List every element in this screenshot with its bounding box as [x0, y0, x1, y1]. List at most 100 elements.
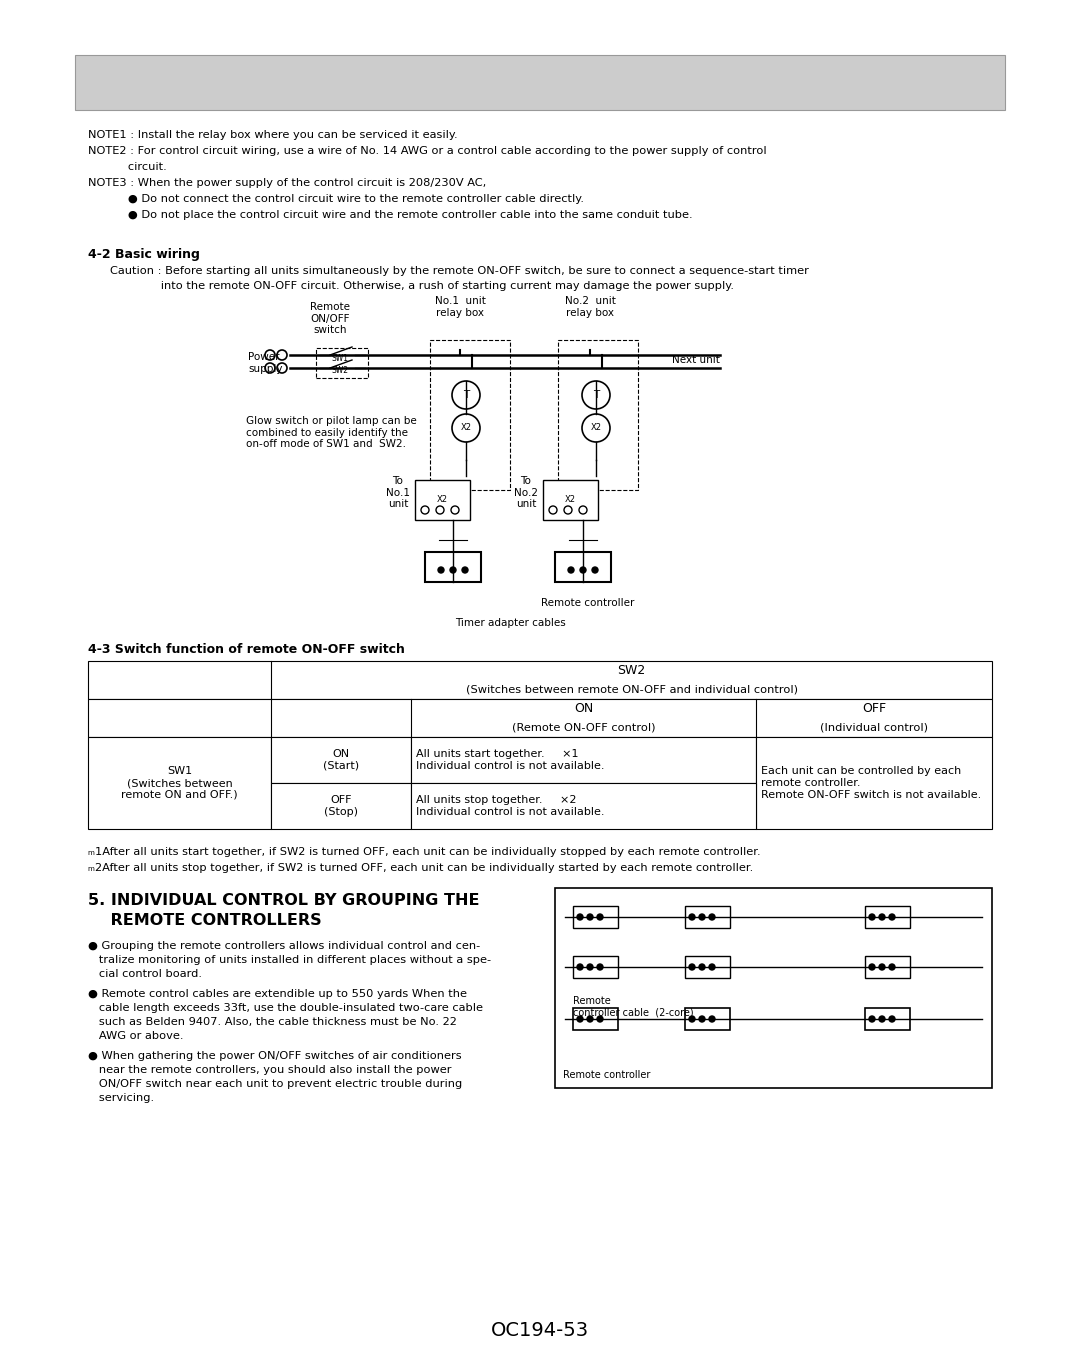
- Bar: [865, 906, 910, 928]
- Text: tralize monitoring of units installed in different places without a spe-: tralize monitoring of units installed in…: [87, 955, 491, 964]
- Circle shape: [588, 964, 593, 970]
- Text: ● Remote control cables are extendible up to 550 yards When the: ● Remote control cables are extendible u…: [87, 989, 467, 998]
- Text: No.1  unit
relay box: No.1 unit relay box: [434, 296, 485, 318]
- Text: All units start together.     ×1
Individual control is not available.: All units start together. ×1 Individual …: [416, 749, 605, 771]
- Text: near the remote controllers, you should also install the power: near the remote controllers, you should …: [87, 1065, 451, 1075]
- Text: Remote
ON/OFF
switch: Remote ON/OFF switch: [310, 301, 350, 336]
- Bar: [865, 956, 910, 978]
- Circle shape: [462, 567, 468, 573]
- Text: Each unit can be controlled by each
remote controller.
Remote ON-OFF switch is n: Each unit can be controlled by each remo…: [761, 767, 982, 799]
- Circle shape: [450, 567, 456, 573]
- Circle shape: [597, 914, 603, 919]
- Text: Remote
controller cable  (2-core): Remote controller cable (2-core): [573, 996, 693, 1018]
- Bar: [411, 737, 756, 783]
- Text: AWG or above.: AWG or above.: [87, 1031, 184, 1041]
- Circle shape: [568, 567, 573, 573]
- Bar: [87, 737, 271, 829]
- Circle shape: [438, 567, 444, 573]
- Bar: [555, 552, 611, 582]
- Text: ● Do not place the control circuit wire and the remote controller cable into the: ● Do not place the control circuit wire …: [87, 210, 692, 220]
- Bar: [415, 480, 470, 520]
- Text: SW1
(Switches between
remote ON and OFF.): SW1 (Switches between remote ON and OFF.…: [121, 767, 238, 799]
- Text: circuit.: circuit.: [87, 162, 166, 172]
- Text: Power
supply: Power supply: [248, 352, 283, 374]
- Text: OFF: OFF: [862, 702, 886, 716]
- Circle shape: [879, 914, 885, 919]
- Text: (Individual control): (Individual control): [820, 723, 928, 732]
- Bar: [558, 340, 638, 490]
- Circle shape: [597, 1016, 603, 1022]
- Circle shape: [689, 1016, 696, 1022]
- Text: ₘ2After all units stop together, if SW2 is turned OFF, each unit can be individu: ₘ2After all units stop together, if SW2 …: [87, 863, 753, 873]
- Text: into the remote ON-OFF circuit. Otherwise, a rush of starting current may damage: into the remote ON-OFF circuit. Otherwis…: [110, 281, 734, 291]
- Text: Remote controller: Remote controller: [541, 597, 635, 608]
- Text: REMOTE CONTROLLERS: REMOTE CONTROLLERS: [87, 913, 322, 928]
- Circle shape: [889, 1016, 895, 1022]
- Bar: [573, 906, 618, 928]
- Text: ₘ1After all units start together, if SW2 is turned OFF, each unit can be individ: ₘ1After all units start together, if SW2…: [87, 847, 760, 857]
- Text: Timer adapter cables: Timer adapter cables: [455, 618, 565, 627]
- Text: T: T: [463, 390, 469, 400]
- Text: To
No.1
unit: To No.1 unit: [386, 476, 410, 509]
- Bar: [685, 956, 730, 978]
- Text: NOTE1 : Install the relay box where you can be serviced it easily.: NOTE1 : Install the relay box where you …: [87, 130, 458, 140]
- Text: (Remote ON-OFF control): (Remote ON-OFF control): [512, 723, 656, 732]
- Circle shape: [708, 964, 715, 970]
- Circle shape: [889, 964, 895, 970]
- Circle shape: [577, 914, 583, 919]
- Bar: [271, 783, 411, 829]
- Bar: [573, 956, 618, 978]
- Text: SW2: SW2: [618, 664, 646, 678]
- Text: ● When gathering the power ON/OFF switches of air conditioners: ● When gathering the power ON/OFF switch…: [87, 1052, 461, 1061]
- Bar: [543, 480, 598, 520]
- Text: X2: X2: [565, 495, 576, 505]
- Bar: [756, 737, 993, 829]
- Text: X2: X2: [436, 495, 447, 505]
- Text: Remote controller: Remote controller: [563, 1069, 650, 1080]
- Bar: [685, 1008, 730, 1030]
- Bar: [555, 888, 993, 1088]
- Bar: [411, 783, 756, 829]
- Text: cable length exceeds 33ft, use the double-insulated two-care cable: cable length exceeds 33ft, use the doubl…: [87, 1003, 483, 1013]
- Text: T: T: [593, 390, 599, 400]
- Circle shape: [592, 567, 598, 573]
- Text: SW1: SW1: [332, 355, 349, 363]
- Circle shape: [708, 914, 715, 919]
- Bar: [75, 55, 1005, 110]
- Bar: [316, 348, 368, 378]
- Text: X2: X2: [591, 423, 602, 432]
- Circle shape: [708, 1016, 715, 1022]
- Text: cial control board.: cial control board.: [87, 968, 202, 979]
- Circle shape: [699, 964, 705, 970]
- Text: OC194-53: OC194-53: [491, 1320, 589, 1339]
- Circle shape: [577, 964, 583, 970]
- Text: servicing.: servicing.: [87, 1093, 154, 1103]
- Circle shape: [879, 964, 885, 970]
- Text: No.2  unit
relay box: No.2 unit relay box: [565, 296, 616, 318]
- Text: X2: X2: [460, 423, 472, 432]
- Text: SW2: SW2: [332, 366, 349, 375]
- Text: All units stop together.     ×2
Individual control is not available.: All units stop together. ×2 Individual c…: [416, 795, 605, 817]
- Circle shape: [869, 914, 875, 919]
- Circle shape: [580, 567, 586, 573]
- Circle shape: [869, 964, 875, 970]
- Text: Glow switch or pilot lamp can be
combined to easily identify the
on-off mode of : Glow switch or pilot lamp can be combine…: [246, 416, 417, 449]
- Text: ● Grouping the remote controllers allows individual control and cen-: ● Grouping the remote controllers allows…: [87, 941, 481, 951]
- Text: ● Do not connect the control circuit wire to the remote controller cable directl: ● Do not connect the control circuit wir…: [87, 194, 584, 205]
- Text: 4-2 Basic wiring: 4-2 Basic wiring: [87, 248, 200, 261]
- Text: NOTE2 : For control circuit wiring, use a wire of No. 14 AWG or a control cable : NOTE2 : For control circuit wiring, use …: [87, 146, 767, 155]
- Text: such as Belden 9407. Also, the cable thickness must be No. 22: such as Belden 9407. Also, the cable thi…: [87, 1018, 457, 1027]
- Text: ON
(Start): ON (Start): [323, 749, 359, 771]
- Text: To
No.2
unit: To No.2 unit: [514, 476, 538, 509]
- Circle shape: [699, 914, 705, 919]
- Bar: [271, 737, 411, 783]
- Text: (Switches between remote ON-OFF and individual control): (Switches between remote ON-OFF and indi…: [465, 685, 797, 696]
- Text: Next unit: Next unit: [672, 355, 720, 366]
- Circle shape: [588, 914, 593, 919]
- Bar: [685, 906, 730, 928]
- Circle shape: [689, 914, 696, 919]
- Text: ON/OFF switch near each unit to prevent electric trouble during: ON/OFF switch near each unit to prevent …: [87, 1079, 462, 1088]
- Circle shape: [699, 1016, 705, 1022]
- Circle shape: [588, 1016, 593, 1022]
- Text: 5. INDIVIDUAL CONTROL BY GROUPING THE: 5. INDIVIDUAL CONTROL BY GROUPING THE: [87, 893, 480, 908]
